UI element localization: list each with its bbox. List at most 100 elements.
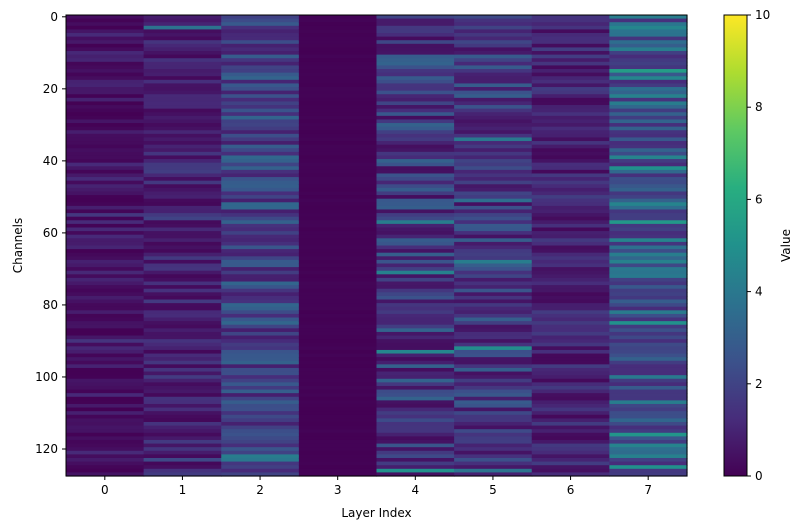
heatmap-cell: [531, 396, 610, 401]
heatmap-cell: [298, 90, 378, 95]
heatmap-cell: [454, 137, 533, 142]
heatmap-cell: [143, 202, 222, 207]
heatmap-cell: [376, 72, 455, 77]
heatmap-cell: [66, 378, 145, 383]
heatmap-cell: [454, 403, 533, 409]
heatmap-cell: [66, 414, 145, 419]
heatmap-cell: [609, 364, 688, 369]
heatmap-cell: [376, 321, 455, 326]
heatmap-cell: [531, 285, 610, 290]
heatmap-cell: [531, 141, 610, 146]
heatmap-cell: [531, 277, 610, 283]
heatmap-cell: [531, 47, 610, 52]
heatmap-cell: [221, 375, 300, 380]
heatmap-cell: [609, 429, 688, 434]
heatmap-cell: [609, 375, 688, 380]
heatmap-cell: [609, 342, 688, 347]
heatmap-cell: [143, 393, 222, 398]
heatmap-cell: [454, 43, 533, 49]
heatmap-cell: [609, 436, 688, 441]
heatmap-cell: [298, 119, 378, 124]
heatmap-cell: [143, 130, 222, 135]
heatmap-cell: [66, 407, 145, 412]
heatmap-cell: [609, 403, 688, 409]
heatmap-cell: [66, 468, 145, 473]
colorbar-label: Value: [779, 229, 793, 262]
heatmap-cell: [454, 33, 533, 38]
heatmap-cell: [298, 36, 378, 41]
heatmap-cell: [531, 281, 610, 286]
heatmap-cell: [143, 198, 222, 203]
colorbar-tick-label: 8: [755, 100, 763, 114]
heatmap-cell: [531, 148, 610, 153]
heatmap-cell: [221, 270, 300, 275]
heatmap-cell: [221, 216, 300, 221]
heatmap-cell: [66, 69, 145, 74]
heatmap-cell: [609, 162, 688, 167]
heatmap-cell: [531, 36, 610, 41]
heatmap-cell: [298, 173, 378, 178]
heatmap-cell: [609, 468, 688, 473]
heatmap-cell: [66, 76, 145, 81]
heatmap-cell: [221, 418, 300, 423]
heatmap-cell: [298, 220, 378, 225]
heatmap-cell: [531, 187, 610, 193]
heatmap-cell: [66, 115, 145, 121]
heatmap-cell: [609, 335, 688, 340]
heatmap-cell: [221, 105, 300, 110]
heatmap-cell: [609, 349, 688, 355]
heatmap-cell: [454, 108, 533, 113]
heatmap-cell: [531, 213, 610, 218]
heatmap-cell: [66, 353, 145, 358]
heatmap-cell: [454, 429, 533, 434]
heatmap-cell: [298, 187, 378, 193]
heatmap-cell: [66, 367, 145, 373]
heatmap-cell: [143, 94, 222, 99]
heatmap-cell: [376, 281, 455, 286]
heatmap-cell: [454, 198, 533, 203]
heatmap-cell: [143, 411, 222, 416]
heatmap-cell: [143, 331, 222, 337]
heatmap-cell: [454, 18, 533, 23]
heatmap-cell: [531, 130, 610, 135]
heatmap-cell: [298, 321, 378, 326]
heatmap-cell: [376, 97, 455, 103]
heatmap-cell: [454, 209, 533, 214]
heatmap-cell: [221, 223, 300, 229]
heatmap-cell: [531, 79, 610, 85]
heatmap-cell: [221, 443, 300, 448]
heatmap-cell: [609, 263, 688, 268]
heatmap-cell: [531, 25, 610, 30]
heatmap-cell: [298, 310, 378, 315]
heatmap-cell: [609, 51, 688, 56]
heatmap-cell: [609, 105, 688, 110]
heatmap-cell: [609, 457, 688, 463]
heatmap-cell: [609, 123, 688, 128]
heatmap-cell: [376, 112, 455, 117]
heatmap-cell: [221, 432, 300, 437]
heatmap-cell: [376, 378, 455, 383]
heatmap-cell: [66, 220, 145, 225]
heatmap-cell: [298, 375, 378, 380]
heatmap-cell: [66, 270, 145, 275]
heatmap-cell: [376, 472, 455, 477]
heatmap-cell: [376, 51, 455, 56]
heatmap-cell: [376, 295, 455, 301]
heatmap-cell: [609, 270, 688, 275]
heatmap-cell: [66, 310, 145, 315]
heatmap-cell: [298, 94, 378, 99]
heatmap-cell: [298, 425, 378, 430]
heatmap-cell: [531, 159, 610, 164]
heatmap-cell: [66, 364, 145, 369]
heatmap-cell: [609, 407, 688, 412]
heatmap-cell: [609, 137, 688, 142]
heatmap-cell: [66, 65, 145, 70]
heatmap-cell: [609, 33, 688, 38]
heatmap-cell: [531, 295, 610, 301]
heatmap-cell: [298, 414, 378, 419]
heatmap-cell: [454, 15, 533, 20]
heatmap-cell: [609, 47, 688, 52]
heatmap-cell: [221, 119, 300, 124]
heatmap-cell: [221, 15, 300, 20]
heatmap-cell: [531, 353, 610, 358]
